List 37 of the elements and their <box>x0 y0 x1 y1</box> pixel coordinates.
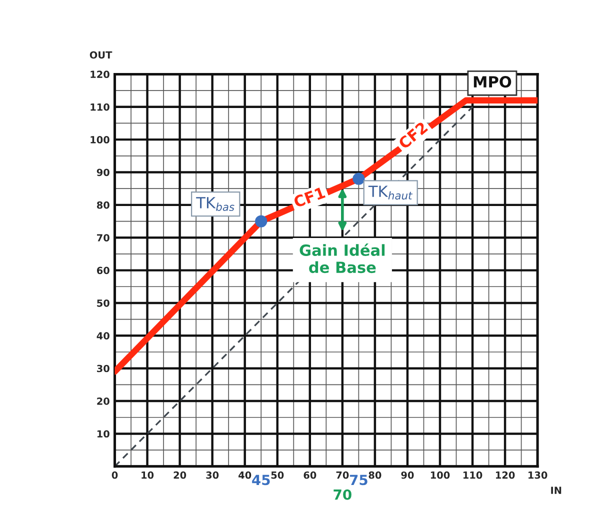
y-tick-label: 120 <box>90 70 110 78</box>
x-tick-label: 120 <box>496 471 515 479</box>
x-tick-label: 30 <box>206 471 219 479</box>
annotation: CF1 <box>293 186 326 208</box>
y-tick-label: 100 <box>90 136 110 144</box>
x-tick-label: 90 <box>401 471 414 479</box>
annotation: TK$_{bas}$ <box>196 197 234 211</box>
annotation: TK$_{haut}$ <box>368 186 413 200</box>
text: 75 <box>350 474 368 486</box>
y-tick-label: 60 <box>96 266 110 274</box>
y-tick-label: 10 <box>97 430 110 438</box>
annotation: MPO <box>474 76 512 88</box>
y-tick-label: 50 <box>97 299 110 307</box>
x-axis-title: IN <box>551 486 562 494</box>
x-tick-label: 110 <box>463 471 482 479</box>
text: 70 <box>334 489 352 500</box>
x-tick-label: 100 <box>430 471 450 479</box>
y-tick-label: 30 <box>97 364 110 372</box>
text: 45 <box>252 474 270 486</box>
x-tick-label: 40 <box>238 471 252 479</box>
annotation: Gain Idéal de Base <box>300 244 385 274</box>
y-tick-label: 20 <box>97 398 110 405</box>
y-tick-label: 90 <box>96 168 110 176</box>
x-tick-label: 50 <box>271 471 284 479</box>
x-tick-label: 20 <box>174 471 186 479</box>
x-tick-label: 80 <box>368 471 382 479</box>
x-tick-label: 0 <box>112 471 118 479</box>
y-tick-label: 80 <box>96 201 110 209</box>
y-tick-label: 70 <box>97 234 110 242</box>
y-tick-label: 40 <box>96 332 110 340</box>
x-tick-label: 60 <box>304 471 316 479</box>
y-axis-title: OUT <box>90 51 112 59</box>
y-tick-label: 110 <box>90 103 110 111</box>
x-tick-label: 70 <box>336 471 349 479</box>
x-tick-label: 10 <box>142 471 154 479</box>
annotation: CF2 <box>398 121 428 150</box>
x-tick-label: 130 <box>528 471 548 479</box>
